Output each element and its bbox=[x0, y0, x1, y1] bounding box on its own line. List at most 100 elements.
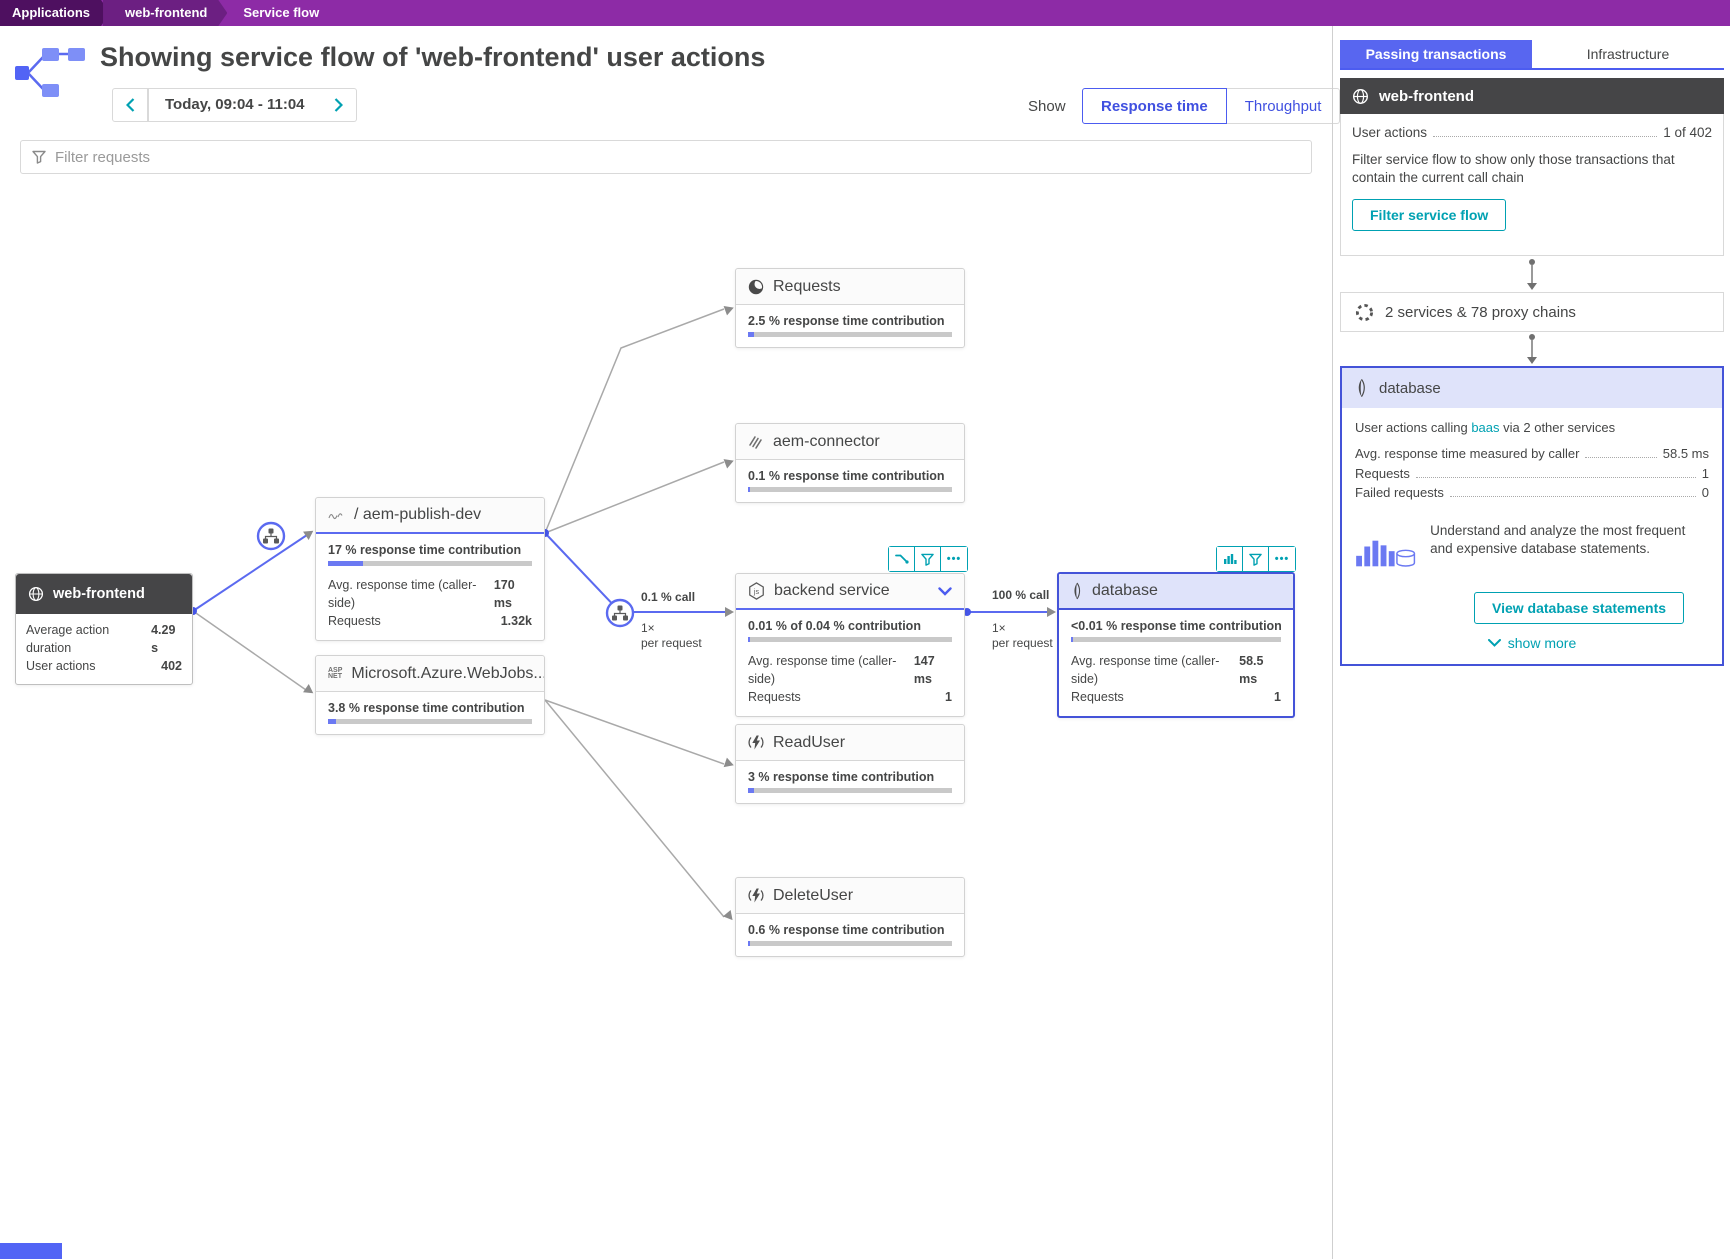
stat-value: 4.29 s bbox=[151, 623, 176, 656]
user-actions-value: 1 of 402 bbox=[1663, 125, 1712, 140]
contribution-label: <0.01 % response time contribution bbox=[1071, 619, 1282, 633]
flow-connector-arrow bbox=[1523, 334, 1541, 364]
show-more-link[interactable]: show more bbox=[1355, 635, 1709, 651]
show-label: Show bbox=[1028, 98, 1066, 115]
user-actions-label: User actions bbox=[1352, 125, 1428, 140]
node-deleteuser[interactable]: DeleteUser 0.6 % response time contribut… bbox=[735, 877, 965, 957]
mongodb-leaf-icon bbox=[1074, 582, 1081, 600]
contribution-label: 17 % response time contribution bbox=[328, 543, 522, 557]
stat-value: 147 ms bbox=[913, 654, 935, 687]
breadcrumb-web-frontend[interactable]: web-frontend bbox=[103, 0, 227, 26]
edge-call-freq-label: 1× bbox=[641, 621, 655, 635]
metric-toggle: Response time Throughput bbox=[1082, 88, 1341, 124]
dotted-leader bbox=[1449, 496, 1696, 497]
view-database-statements-button[interactable]: View database statements bbox=[1474, 591, 1685, 624]
tab-infrastructure[interactable]: Infrastructure bbox=[1532, 40, 1724, 68]
database-card: database User actions calling baas via 2… bbox=[1340, 366, 1724, 666]
stat-value: 1.32k bbox=[500, 614, 532, 629]
database-statements-button[interactable] bbox=[1217, 547, 1243, 571]
globe-icon bbox=[28, 586, 44, 602]
stat-label: Avg. response time (caller-side) bbox=[748, 654, 897, 687]
breadcrumb-applications[interactable]: Applications bbox=[0, 0, 110, 26]
mongodb-leaf-icon bbox=[1358, 378, 1365, 398]
node-web-frontend[interactable]: web-frontend Average action duration 4.29… bbox=[15, 573, 193, 686]
node-title: web-frontend bbox=[53, 586, 145, 602]
proxy-chain-icon bbox=[1355, 303, 1374, 321]
contribution-label: 3.8 % response time contribution bbox=[328, 701, 525, 715]
response-time-button[interactable]: Response time bbox=[1082, 88, 1227, 124]
layers-icon bbox=[749, 435, 762, 449]
azure-function-icon bbox=[748, 888, 764, 903]
node-microsoft-azure-webjobs[interactable]: ASP NET Microsoft.Azure.WebJobs.... 3.8 %… bbox=[315, 655, 545, 735]
filter-icon bbox=[921, 553, 934, 566]
more-options-button[interactable]: ••• bbox=[1269, 547, 1295, 571]
proxy-chains-box[interactable]: 2 services & 78 proxy chains bbox=[1340, 292, 1724, 332]
contribution-label: 0.6 % response time contribution bbox=[748, 923, 945, 937]
bottom-peek-bar[interactable] bbox=[0, 1243, 62, 1259]
bar-chart-icon bbox=[1223, 554, 1237, 564]
breadcrumb: Applications web-frontend Service flow bbox=[0, 0, 1730, 26]
breadcrumb-service-flow: Service flow bbox=[243, 5, 320, 20]
node-title: Requests bbox=[773, 277, 841, 295]
branch-node-icon[interactable] bbox=[605, 598, 635, 628]
response-time-icon bbox=[894, 554, 909, 564]
contribution-bar bbox=[1071, 637, 1281, 642]
node-title: backend service bbox=[774, 582, 890, 599]
svg-text:js: js bbox=[753, 587, 760, 596]
filter-requests-input[interactable] bbox=[55, 148, 1300, 166]
stat-value: 1 bbox=[1274, 690, 1281, 705]
chevron-down-icon bbox=[1487, 638, 1501, 647]
node-requests[interactable]: Requests 2.5 % response time contributio… bbox=[735, 268, 965, 348]
contribution-bar bbox=[748, 332, 952, 337]
time-next-button[interactable] bbox=[320, 88, 357, 122]
chevron-left-icon bbox=[125, 98, 134, 112]
proxy-chains-label: 2 services & 78 proxy chains bbox=[1385, 303, 1576, 321]
filter-icon bbox=[1249, 553, 1262, 566]
stat-label: Requests bbox=[1355, 465, 1410, 481]
filter-service-flow-button[interactable]: Filter service flow bbox=[1352, 199, 1507, 232]
ellipsis-icon: ••• bbox=[946, 553, 962, 565]
contribution-label: 0.1 % response time contribution bbox=[748, 469, 945, 483]
node-title: / aem-publish-dev bbox=[354, 506, 482, 523]
response-time-hotspot-button[interactable] bbox=[889, 547, 915, 571]
stat-label: Avg. response time (caller-side) bbox=[1071, 654, 1220, 687]
contribution-bar bbox=[748, 637, 952, 642]
edge-call-pct-label: 100 % call bbox=[992, 588, 1050, 602]
card-title: web-frontend bbox=[1379, 87, 1474, 105]
contribution-label: 0.01 % of 0.04 % contribution bbox=[748, 619, 921, 633]
time-prev-button[interactable] bbox=[112, 88, 148, 122]
filter-service-button[interactable] bbox=[915, 547, 941, 571]
time-range-value[interactable]: Today, 09:04 - 11:04 bbox=[148, 88, 321, 122]
node-database[interactable]: database <0.01 % response time contribut… bbox=[1057, 572, 1295, 719]
contribution-bar bbox=[328, 719, 532, 724]
aspnet-icon: ASP NET bbox=[328, 666, 343, 680]
edge-call-unit-label: per request bbox=[641, 636, 702, 650]
call-chain-summary: User actions calling baas via 2 other se… bbox=[1355, 420, 1709, 435]
throughput-button[interactable]: Throughput bbox=[1226, 88, 1341, 124]
expand-chevron-down-icon[interactable] bbox=[938, 586, 952, 596]
stat-label: Failed requests bbox=[1355, 485, 1444, 500]
edge-call-pct-label: 0.1 % call bbox=[641, 590, 696, 604]
node-aem-connector[interactable]: aem-connector 0.1 % response time contri… bbox=[735, 423, 965, 503]
stat-label: Avg. response time measured by caller bbox=[1355, 446, 1580, 461]
sling-sphere-icon bbox=[748, 279, 764, 294]
node-backend-service[interactable]: js backend service 0.01 % of 0.04 % cont… bbox=[735, 573, 965, 718]
filter-service-button[interactable] bbox=[1243, 547, 1269, 571]
contribution-bar bbox=[328, 561, 532, 566]
more-options-button[interactable]: ••• bbox=[941, 547, 967, 571]
branch-node-icon[interactable] bbox=[256, 521, 286, 551]
filter-icon bbox=[32, 150, 46, 164]
edge-call-unit-label: per request bbox=[992, 636, 1053, 650]
node-title: DeleteUser bbox=[773, 886, 854, 904]
stat-value: 0 bbox=[1701, 485, 1709, 500]
baas-link[interactable]: baas bbox=[1471, 420, 1500, 435]
node-aem-publish-dev[interactable]: / aem-publish-dev 17 % response time con… bbox=[315, 497, 545, 642]
sidebar-divider bbox=[1332, 26, 1333, 1259]
tab-passing-transactions[interactable]: Passing transactions bbox=[1340, 40, 1532, 68]
node-title: Microsoft.Azure.WebJobs.... bbox=[351, 664, 544, 682]
dotted-leader bbox=[1415, 476, 1696, 478]
azure-function-icon bbox=[748, 735, 764, 750]
node-readuser[interactable]: ReadUser 3 % response time contribution bbox=[735, 724, 965, 804]
stat-value: 58.5 ms bbox=[1239, 654, 1264, 687]
